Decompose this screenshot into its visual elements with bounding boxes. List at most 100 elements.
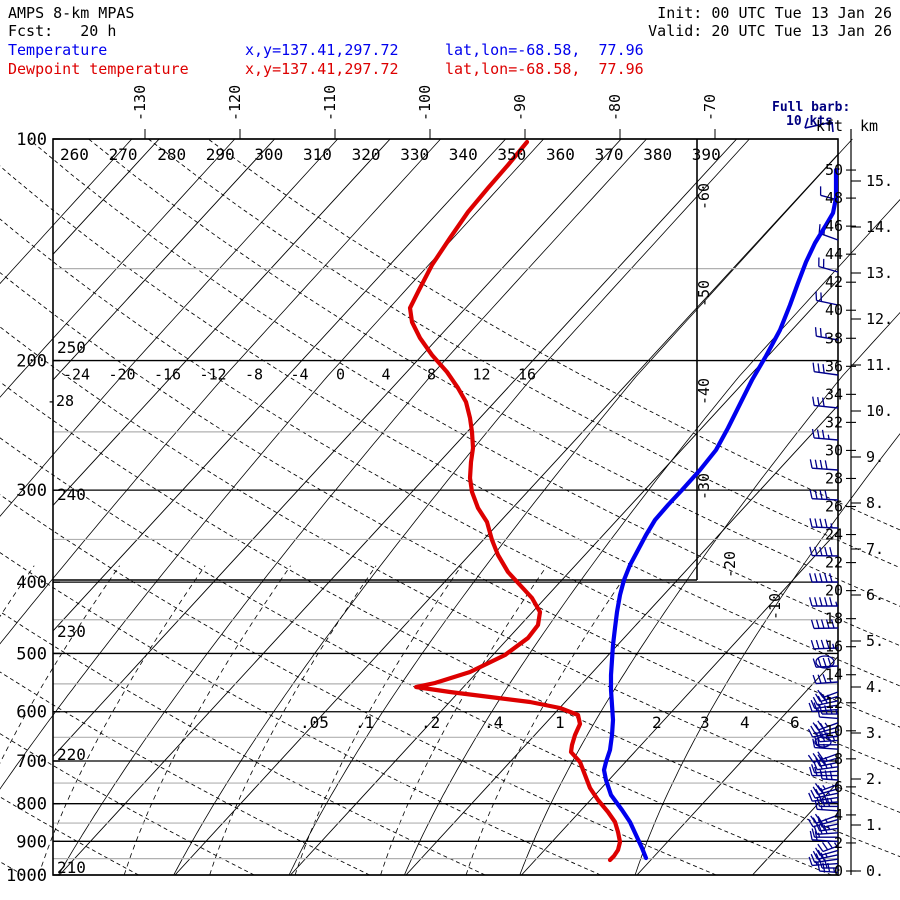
pressure-tick-300: 300 [16,481,47,501]
isotherm-label-neg16: -16 [154,366,181,384]
theta-label-290: 290 [206,145,235,164]
dewpoint-latlon: lat,lon=-68.58, 77.96 [445,60,644,78]
isotherm-right-label-neg60: -60 [695,183,713,210]
kft-tick-50: 50 [825,161,843,179]
theta-label-360: 360 [546,145,575,164]
dewpoint-trace [407,139,623,863]
kft-tick-2: 2 [834,834,843,852]
temperature-trace [601,167,839,861]
theta-label-240: 240 [57,485,86,504]
mixing-ratio-label-p1: .1 [355,713,374,732]
km-tick-1: 1. [866,816,884,834]
pressure-tick-900: 900 [16,832,47,852]
isotherm-right-label-neg30: -30 [695,473,713,500]
km-tick-0: 0. [866,862,884,880]
temperature-xy: x,y=137.41,297.72 [245,41,399,59]
model-title: AMPS 8-km MPAS [8,4,135,22]
km-tick-10: 10. [866,402,893,420]
isotherm-top-label-neg70: -70 [701,94,719,121]
full-barb-key-line1: Full barb: [772,100,851,115]
km-tick-3: 3. [866,724,884,742]
km-tick-9: 9. [866,448,884,466]
isotherm-right-label-neg40: -40 [695,378,713,405]
dewpoint-xy: x,y=137.41,297.72 [245,60,399,78]
theta-label-350: 350 [497,145,526,164]
temperature-legend-label: Temperature [8,41,108,59]
km-tick-4: 4. [866,678,884,696]
theta-label-370: 370 [595,145,624,164]
theta-label-380: 380 [643,145,672,164]
kft-tick-12: 12 [825,694,843,712]
theta-label-220: 220 [57,745,86,764]
mixing-ratio-label-p2: .2 [421,713,440,732]
isotherm-label-neg12: -12 [200,366,227,384]
km-tick-12: 12. [866,310,893,328]
isotherm-label-neg24: -24 [63,366,90,384]
isotherm-label-0: 0 [336,366,345,384]
mixing-ratio-label-4: 4 [740,713,750,732]
kft-tick-26: 26 [825,498,843,516]
isotherm-label-12: 12 [473,366,491,384]
isotherm-right-label-neg20: -20 [721,551,739,578]
kft-tick-0: 0 [834,862,843,880]
isotherm-label-neg20: -20 [109,366,136,384]
mixing-ratio-label-2: 2 [652,713,662,732]
km-tick-14: 14. [866,218,893,236]
pressure-tick-600: 600 [16,703,47,723]
isotherm-top-label-neg90: -90 [511,94,529,121]
isotherm-top-label-neg100: -100 [416,85,434,121]
pressure-tick-800: 800 [16,795,47,815]
kft-tick-30: 30 [825,441,843,459]
isotherm-top-label-neg130: -130 [131,85,149,121]
isotherm-top-label-neg110: -110 [321,85,339,121]
pressure-tick-200: 200 [16,352,47,372]
theta-label-230: 230 [57,622,86,641]
kft-tick-28: 28 [825,469,843,487]
pressure-tick-400: 400 [16,573,47,593]
temperature-latlon: lat,lon=-68.58, 77.96 [445,41,644,59]
pressure-tick-100: 100 [16,130,47,150]
isotherm-label-8: 8 [427,366,436,384]
kft-tick-18: 18 [825,610,843,628]
kft-tick-34: 34 [825,385,843,403]
mixing-ratio-label-p05: .05 [300,713,329,732]
km-tick-15: 15. [866,172,893,190]
kft-tick-32: 32 [825,413,843,431]
forecast-hour: Fcst: 20 h [8,22,117,40]
isotherm-top-label-neg80: -80 [606,94,624,121]
theta-label-330: 330 [400,145,429,164]
isotherm-label-neg8: -8 [245,366,263,384]
kft-tick-8: 8 [834,750,843,768]
isotherm-label-neg28: -28 [47,392,74,410]
km-tick-6: 6. [866,586,884,604]
isotherm-right-label-neg10: -10 [766,593,784,620]
kft-tick-44: 44 [825,245,843,263]
mixing-ratio-label-6: 6 [790,713,800,732]
km-tick-13: 13. [866,264,893,282]
theta-label-270: 270 [109,145,138,164]
theta-label-260: 260 [60,145,89,164]
pressure-tick-500: 500 [16,644,47,664]
valid-time: Valid: 20 UTC Tue 13 Jan 26 [648,22,892,40]
kft-tick-38: 38 [825,329,843,347]
km-tick-2: 2. [866,770,884,788]
isotherm-label-neg4: -4 [291,366,309,384]
kft-tick-36: 36 [825,357,843,375]
dewpoint-legend-label: Dewpoint temperature [8,60,189,78]
theta-label-280: 280 [157,145,186,164]
mixing-ratio-label-p4: .4 [484,713,503,732]
full-barb-key-line2: 10 kts [786,114,833,129]
kft-tick-24: 24 [825,526,843,544]
kft-tick-14: 14 [825,666,843,684]
km-tick-7: 7. [866,540,884,558]
km-tick-5: 5. [866,632,884,650]
mixing-ratio-label-3: 3 [700,713,710,732]
theta-label-310: 310 [303,145,332,164]
isotherm-label-4: 4 [382,366,391,384]
kft-tick-16: 16 [825,638,843,656]
theta-label-210: 210 [57,858,86,877]
theta-label-390: 390 [692,145,721,164]
init-time: Init: 00 UTC Tue 13 Jan 26 [657,4,892,22]
